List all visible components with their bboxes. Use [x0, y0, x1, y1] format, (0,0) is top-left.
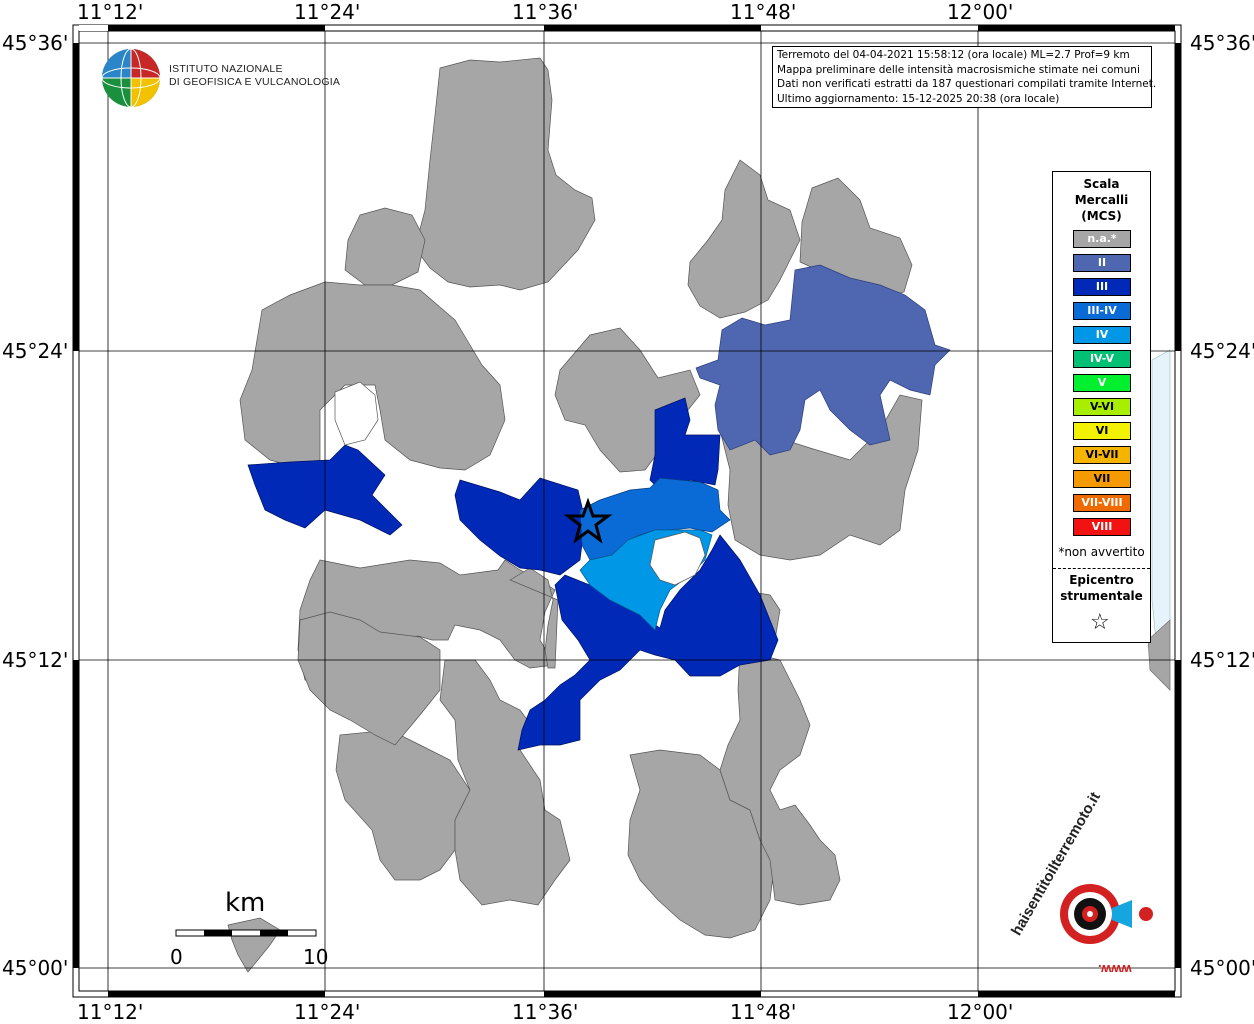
scale-bar	[175, 929, 317, 937]
coord-right-3: 45°12'	[1190, 648, 1254, 672]
coord-bottom-3: 11°36'	[512, 1000, 579, 1024]
border-bars	[73, 25, 1181, 997]
legend-title-line1: Scala	[1083, 177, 1120, 191]
coord-left-4: 45°00'	[2, 956, 69, 980]
coord-top-4: 11°48'	[730, 0, 797, 24]
legend-title-line3: (MCS)	[1081, 209, 1122, 223]
legend-title-line2: Mercalli	[1074, 193, 1129, 207]
ingv-logo-icon	[101, 48, 161, 108]
legend-epicenter-line1: Epicentro	[1069, 573, 1134, 587]
legend-swatch-vii-viii: VII-VIII	[1073, 494, 1131, 512]
coord-left-1: 45°36'	[2, 31, 69, 55]
coord-top-3: 11°36'	[512, 0, 579, 24]
municipalities-not-available	[227, 57, 923, 973]
brand-www: www.	[1098, 962, 1132, 977]
haisentito-logo-icon	[1060, 884, 1153, 944]
legend-epicenter-label: Epicentro strumentale	[1053, 572, 1150, 604]
coord-top-5: 12°00'	[947, 0, 1014, 24]
municipalities-intensity-III	[247, 397, 779, 751]
org-name-line2: DI GEOFISICA E VULCANOLOGIA	[169, 76, 341, 88]
scale-min: 0	[170, 945, 183, 969]
legend-swatch-n-a: n.a.*	[1073, 230, 1131, 248]
scale-unit: km	[225, 888, 266, 918]
coord-bottom-4: 11°48'	[730, 1000, 797, 1024]
coord-right-2: 45°24'	[1190, 339, 1254, 363]
coord-bottom-5: 12°00'	[947, 1000, 1014, 1024]
legend-divider	[1053, 568, 1150, 569]
event-info-line4: Ultimo aggiornamento: 15-12-2025 20:38 (…	[777, 92, 1060, 105]
legend-swatch-vi: VI	[1073, 422, 1131, 440]
legend-title: Scala Mercalli (MCS)	[1053, 176, 1150, 224]
legend-epicenter-line2: strumentale	[1060, 589, 1143, 603]
legend-swatch-viii: VIII	[1073, 518, 1131, 536]
legend-not-felt-note: *non avvertito	[1058, 545, 1145, 559]
coord-bottom-1: 11°12'	[77, 1000, 144, 1024]
coord-right-1: 45°36'	[1190, 31, 1254, 55]
legend-swatch-ii: II	[1073, 254, 1131, 272]
coord-right-4: 45°00'	[1190, 956, 1254, 980]
graticule	[79, 31, 1175, 991]
epicenter-star	[563, 497, 613, 544]
legend-swatch-v-vi: V-VI	[1073, 398, 1131, 416]
legend-star-icon: ☆	[1090, 610, 1110, 635]
coord-left-3: 45°12'	[2, 648, 69, 672]
coord-top-1: 11°12'	[77, 0, 144, 24]
coord-left-2: 45°24'	[2, 339, 69, 363]
legend-swatch-vii: VII	[1073, 470, 1131, 488]
org-name: ISTITUTO NAZIONALE DI GEOFISICA E VULCAN…	[169, 63, 340, 89]
event-info-box: Terremoto del 04-04-2021 15:58:12 (ora l…	[772, 46, 1157, 108]
org-name-line1: ISTITUTO NAZIONALE	[169, 63, 283, 75]
event-info-line3: Dati non verificati estratti da 187 ques…	[777, 78, 1157, 90]
no-data-area	[649, 531, 706, 586]
scale-max: 10	[303, 945, 329, 969]
legend-swatch-iv-v: IV-V	[1073, 350, 1131, 368]
legend-swatch-v: V	[1073, 374, 1131, 392]
legend-swatch-vi-vii: VI-VII	[1073, 446, 1131, 464]
event-info-line1: Terremoto del 04-04-2021 15:58:12 (ora l…	[777, 49, 1130, 61]
intensity-legend: Scala Mercalli (MCS) n.a.* II III III-IV IV I…	[1052, 171, 1151, 643]
legend-swatch-iv: IV	[1073, 326, 1131, 344]
event-info-line2: Mappa preliminare delle intensità macros…	[777, 63, 1140, 76]
coord-bottom-2: 11°24'	[294, 1000, 361, 1024]
municipalities-intensity-II	[695, 264, 951, 456]
legend-swatch-iii-iv: III-IV	[1073, 302, 1131, 320]
legend-swatch-iii: III	[1073, 278, 1131, 296]
coord-top-2: 11°24'	[294, 0, 361, 24]
